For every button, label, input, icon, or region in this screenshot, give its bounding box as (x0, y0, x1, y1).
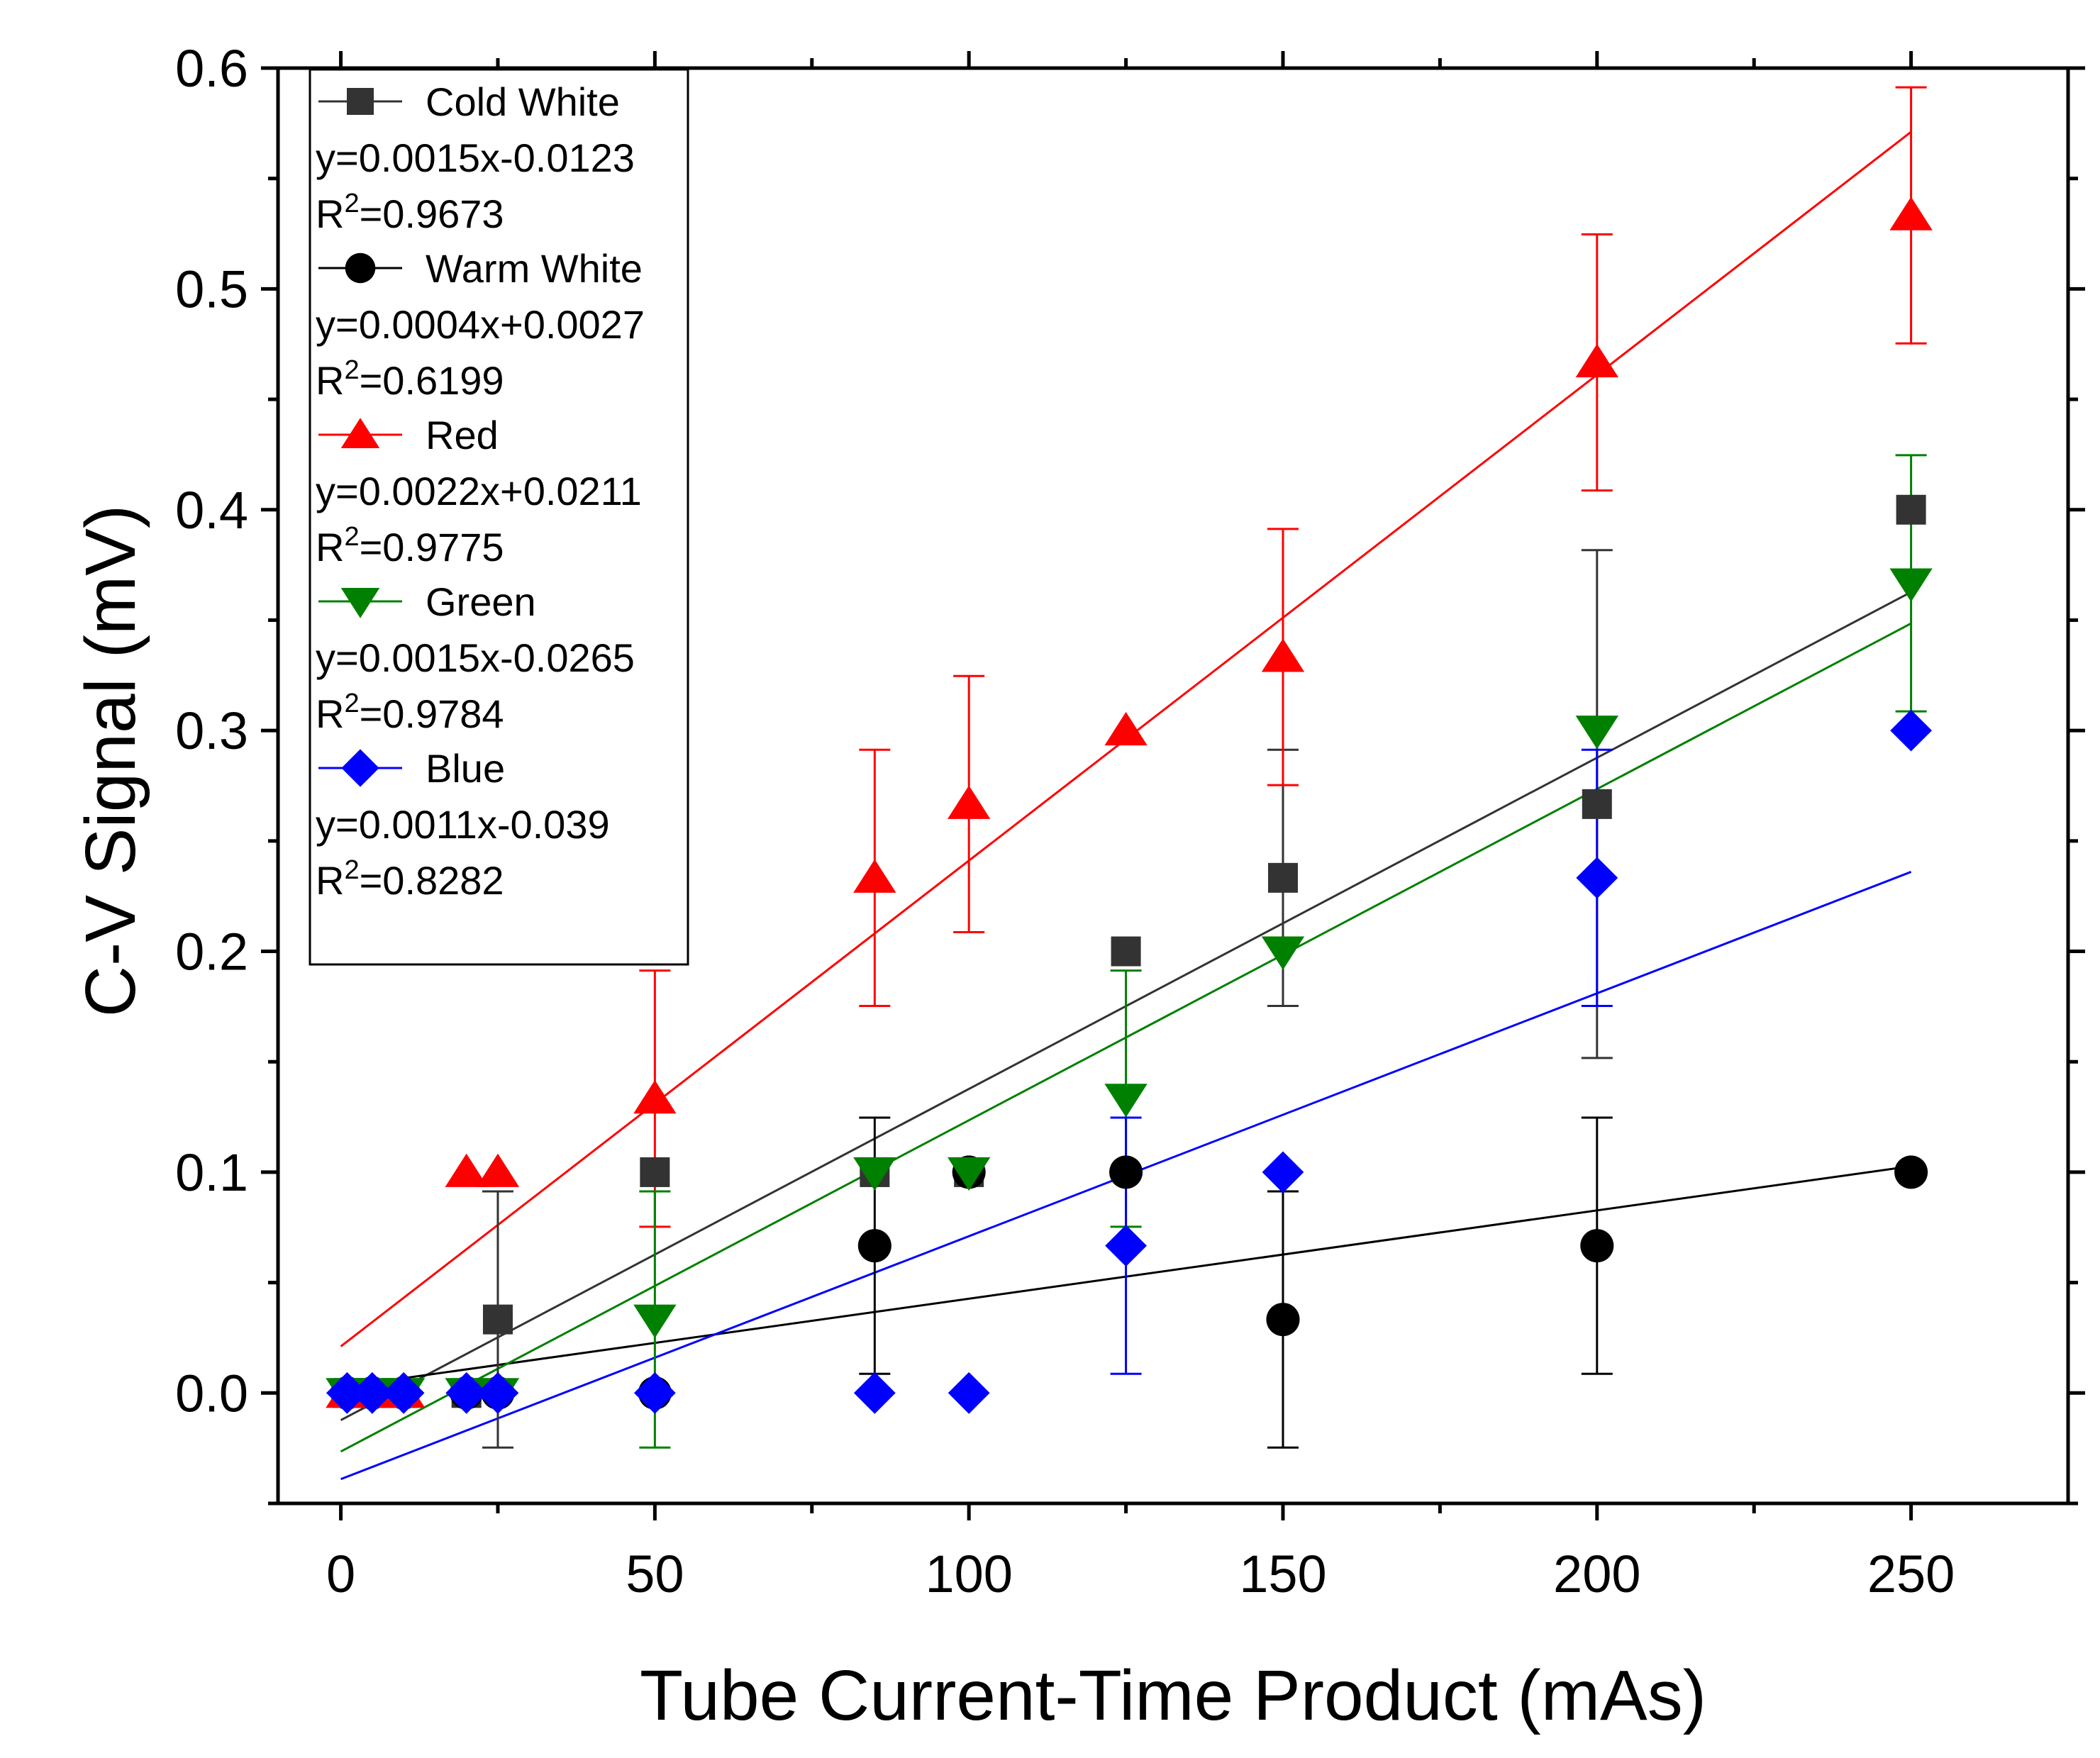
plot-frame (276, 66, 2070, 1506)
blue-point (1262, 1151, 1304, 1194)
red-point (633, 1079, 677, 1114)
legend-equation: y=0.0015x-0.0123 (316, 135, 635, 180)
x-tick-label: 0 (326, 1545, 355, 1603)
legend-entry-blue: Blue y=0.0011x-0.039 R2=0.8282 (316, 746, 610, 903)
plot-area (326, 86, 1933, 1481)
y-tick-label: 0.5 (175, 260, 248, 318)
legend-box (309, 68, 689, 966)
y-tick-label: 0.4 (175, 481, 248, 540)
red-point (445, 1153, 488, 1187)
legend-series-name: Warm White (426, 246, 643, 291)
x-axis-title: Tube Current-Time Product (mAs) (640, 1656, 1706, 1735)
x-tick-label: 100 (925, 1545, 1012, 1603)
warm-white-point (1266, 1303, 1300, 1337)
y-axis-title: C-V Signal (mV) (71, 505, 150, 1017)
green-point (1889, 568, 1933, 602)
cold-white-point (482, 1304, 513, 1335)
data-markers (326, 196, 1933, 1414)
y-tick-label: 0.3 (175, 701, 248, 760)
legend-entry-red: Red y=0.0022x+0.0211 R2=0.9775 (316, 413, 642, 569)
blue-point (1105, 1225, 1147, 1267)
green-point (947, 1157, 991, 1191)
green-point (1575, 716, 1618, 750)
blue-point (382, 1372, 425, 1414)
legend-triangle-down-swatch (340, 588, 380, 618)
blue-point (477, 1372, 519, 1414)
axis-ticks (261, 51, 2085, 1520)
warm-white-point (1894, 1155, 1928, 1189)
x-tick-label: 150 (1239, 1545, 1326, 1603)
axis-tick-labels: 0 50 100 150 200 250 0.0 0.1 0.2 0.3 0.4 0.5 0.6 (175, 39, 1955, 1603)
red-point (853, 859, 896, 893)
legend-equation: y=0.0004x+0.0027 (316, 302, 645, 347)
cold-white-point (1267, 862, 1298, 893)
legend-r-squared: R2=0.9784 (316, 689, 504, 736)
y-tick-label: 0.1 (175, 1143, 248, 1202)
warm-white-point (857, 1229, 891, 1263)
legend-equation: y=0.0022x+0.0211 (316, 469, 642, 513)
legend-diamond-swatch (341, 749, 379, 787)
legend-entry-warm-white: Warm White y=0.0004x+0.0027 R2=0.6199 (316, 246, 645, 403)
legend-equation: y=0.0015x-0.0265 (316, 635, 635, 680)
green-point (853, 1157, 896, 1191)
x-tick-label: 200 (1553, 1545, 1640, 1603)
legend-triangle-up-swatch (340, 418, 380, 448)
legend-r-squared: R2=0.6199 (316, 355, 504, 403)
blue-point (326, 1372, 368, 1414)
red-point (947, 785, 991, 819)
legend-series-name: Blue (426, 746, 505, 791)
cold-white-point (1111, 936, 1141, 967)
cold-white-point (640, 1157, 670, 1187)
green-point (1261, 936, 1305, 970)
red-point (476, 1153, 520, 1187)
green-point (633, 1304, 677, 1338)
legend: Cold White y=0.0015x-0.0123 R2=0.9673 Warm … (309, 68, 689, 966)
blue-point (853, 1372, 896, 1414)
legend-entry-green: Green y=0.0015x-0.0265 R2=0.9784 (316, 579, 635, 736)
blue-point (351, 1372, 394, 1414)
y-tick-label: 0.6 (175, 39, 248, 98)
red-point (1889, 196, 1933, 230)
legend-series-name: Cold White (426, 79, 620, 124)
y-tick-label: 0.2 (175, 923, 248, 981)
green-point (1104, 1084, 1148, 1118)
red-point (1104, 711, 1148, 746)
x-tick-label: 50 (626, 1545, 684, 1603)
warm-white-point (1109, 1155, 1143, 1189)
blue-point (1576, 857, 1618, 899)
y-tick-label: 0.0 (175, 1364, 248, 1423)
red-point (1575, 343, 1618, 378)
blue-point (445, 1372, 488, 1414)
cold-white-point (1582, 789, 1612, 819)
blue-point (948, 1372, 990, 1414)
legend-square-swatch (347, 88, 374, 115)
red-point (1261, 638, 1305, 672)
legend-series-name: Red (426, 413, 499, 457)
legend-equation: y=0.0011x-0.039 (316, 802, 610, 847)
legend-circle-swatch (345, 252, 376, 284)
blue-point (633, 1372, 676, 1414)
legend-r-squared: R2=0.9673 (316, 189, 504, 236)
legend-r-squared: R2=0.8282 (316, 855, 504, 903)
legend-r-squared: R2=0.9775 (316, 522, 504, 569)
x-tick-label: 250 (1867, 1545, 1955, 1603)
warm-white-point (1580, 1229, 1614, 1263)
legend-series-name: Green (426, 579, 536, 624)
cold-white-point (1896, 494, 1926, 525)
blue-point (1890, 709, 1932, 752)
legend-entry-cold-white: Cold White y=0.0015x-0.0123 R2=0.9673 (316, 79, 635, 236)
